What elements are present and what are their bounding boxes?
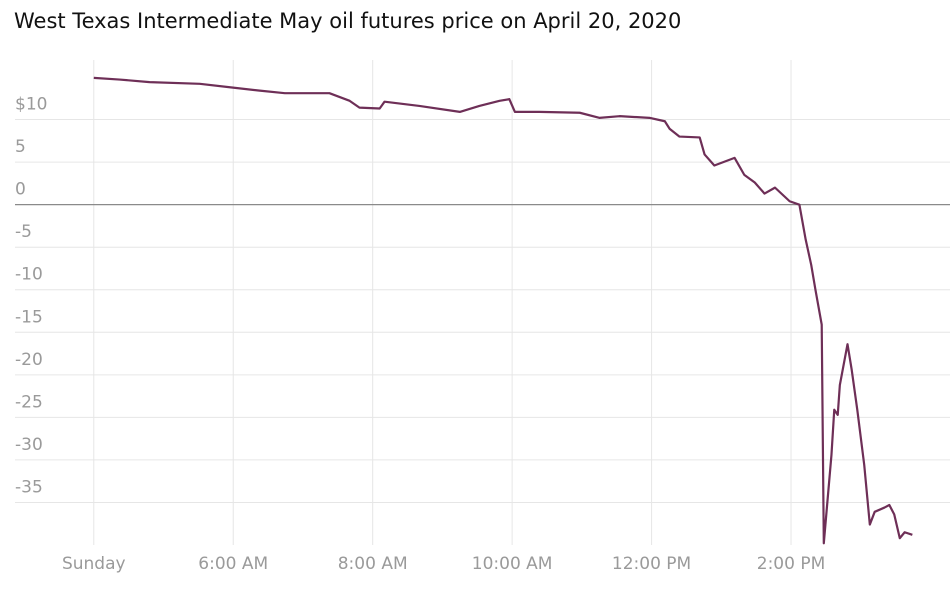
y-tick-label: 0: [15, 180, 26, 200]
chart-title: West Texas Intermediate May oil futures …: [14, 9, 681, 33]
y-tick-label: -25: [15, 392, 43, 412]
y-tick-label: -30: [15, 435, 43, 455]
x-tick-label: Sunday: [62, 554, 126, 574]
x-tick-label: 10:00 AM: [472, 554, 553, 574]
y-tick-label: -20: [15, 350, 43, 370]
x-tick-label: 8:00 AM: [338, 554, 408, 574]
x-tick-label: 2:00 PM: [757, 554, 826, 574]
y-tick-label: 5: [15, 137, 26, 157]
x-tick-label: 12:00 PM: [612, 554, 691, 574]
x-tick-label: 6:00 AM: [198, 554, 268, 574]
y-tick-label: -35: [15, 477, 43, 497]
y-tick-label: -15: [15, 307, 43, 327]
y-tick-label: -10: [15, 265, 43, 285]
y-tick-label: -5: [15, 222, 32, 242]
price-line: [93, 76, 913, 545]
y-tick-label: $10: [15, 95, 47, 115]
